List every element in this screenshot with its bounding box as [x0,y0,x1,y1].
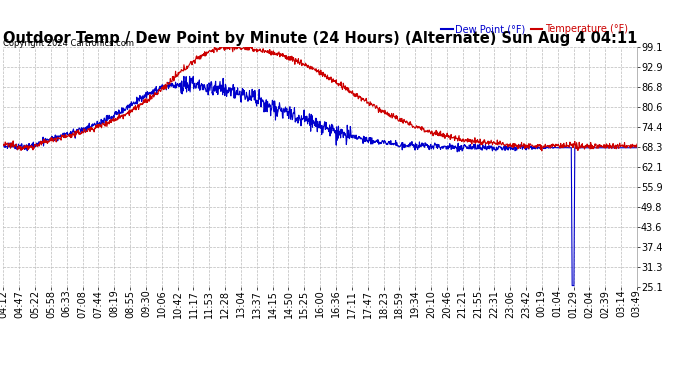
Text: Copyright 2024 Cartronics.com: Copyright 2024 Cartronics.com [3,39,135,48]
Legend: Dew Point (°F), Temperature (°F): Dew Point (°F), Temperature (°F) [437,21,632,38]
Title: Outdoor Temp / Dew Point by Minute (24 Hours) (Alternate) Sun Aug 4 04:11: Outdoor Temp / Dew Point by Minute (24 H… [3,31,638,46]
